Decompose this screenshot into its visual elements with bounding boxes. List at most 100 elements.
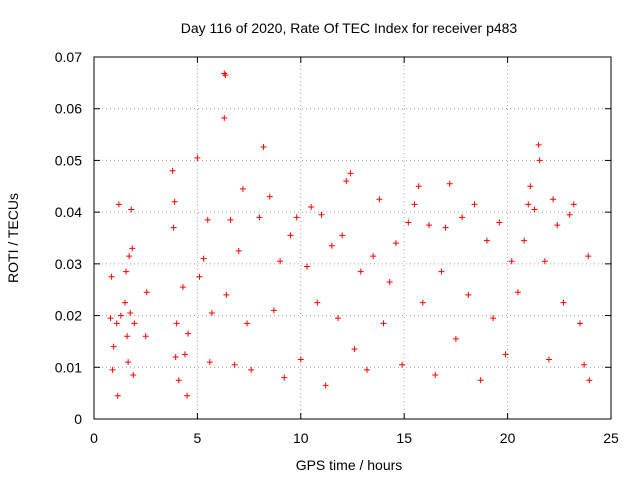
data-point bbox=[281, 374, 288, 381]
y-tick-label: 0.04 bbox=[55, 204, 82, 220]
data-point bbox=[560, 299, 567, 306]
data-point bbox=[585, 253, 592, 260]
data-point bbox=[122, 299, 129, 306]
data-point bbox=[411, 201, 418, 208]
data-point bbox=[235, 247, 242, 254]
data-point bbox=[244, 320, 251, 327]
data-point bbox=[260, 143, 267, 150]
data-point bbox=[514, 289, 521, 296]
data-point bbox=[173, 320, 180, 327]
data-point bbox=[521, 237, 528, 244]
data-point bbox=[175, 377, 182, 384]
data-point bbox=[297, 356, 304, 363]
data-point bbox=[392, 240, 399, 247]
x-axis-label: GPS time / hours bbox=[296, 457, 403, 473]
y-tick-label: 0.02 bbox=[55, 308, 82, 324]
data-point bbox=[508, 258, 515, 265]
data-point bbox=[256, 214, 263, 221]
data-point bbox=[322, 382, 329, 389]
x-tick-labels: 0 5 10 15 20 25 bbox=[90, 430, 619, 446]
data-point bbox=[477, 377, 484, 384]
data-point bbox=[266, 193, 273, 200]
data-point bbox=[143, 289, 150, 296]
data-point bbox=[124, 333, 131, 340]
data-point bbox=[415, 183, 422, 190]
y-tick-label: 0.01 bbox=[55, 359, 82, 375]
data-point bbox=[483, 237, 490, 244]
data-point bbox=[452, 335, 459, 342]
data-point bbox=[142, 333, 149, 340]
y-tick-label: 0.05 bbox=[55, 152, 82, 168]
plot-frame bbox=[93, 56, 612, 420]
data-point bbox=[554, 222, 561, 229]
data-point bbox=[117, 312, 124, 319]
data-point bbox=[581, 361, 588, 368]
data-point bbox=[490, 315, 497, 322]
data-point bbox=[171, 198, 178, 205]
data-point bbox=[576, 320, 583, 327]
data-point bbox=[550, 196, 557, 203]
data-point bbox=[459, 214, 466, 221]
data-point bbox=[363, 366, 370, 373]
data-point bbox=[347, 170, 354, 177]
data-point bbox=[277, 258, 284, 265]
data-point bbox=[351, 346, 358, 353]
data-point bbox=[221, 115, 228, 122]
data-point bbox=[465, 291, 472, 298]
data-point bbox=[357, 268, 364, 275]
y-tick-label: 0.07 bbox=[55, 49, 82, 65]
data-point bbox=[525, 201, 532, 208]
data-points bbox=[107, 70, 593, 399]
data-point bbox=[114, 392, 121, 399]
data-point bbox=[314, 299, 321, 306]
data-point bbox=[380, 320, 387, 327]
axis-ticks bbox=[93, 56, 612, 420]
data-point bbox=[343, 178, 350, 185]
data-point bbox=[194, 154, 201, 161]
data-point bbox=[376, 196, 383, 203]
data-point bbox=[248, 366, 255, 373]
data-point bbox=[527, 183, 534, 190]
data-point bbox=[172, 353, 179, 360]
y-tick-label: 0 bbox=[74, 411, 82, 427]
data-point bbox=[129, 245, 136, 252]
data-point bbox=[128, 206, 135, 213]
data-point bbox=[169, 167, 176, 174]
data-point bbox=[179, 284, 186, 291]
data-point bbox=[541, 258, 548, 265]
data-point bbox=[586, 377, 593, 384]
data-point bbox=[399, 361, 406, 368]
data-point bbox=[446, 180, 453, 187]
data-point bbox=[328, 242, 335, 249]
data-point bbox=[570, 201, 577, 208]
data-point bbox=[502, 351, 509, 358]
data-point bbox=[239, 185, 246, 192]
data-point bbox=[108, 273, 115, 280]
data-point bbox=[196, 273, 203, 280]
data-point bbox=[206, 359, 213, 366]
x-tick-label: 15 bbox=[396, 430, 412, 446]
data-point bbox=[170, 224, 177, 231]
y-axis-label: ROTI / TECUs bbox=[5, 193, 21, 283]
data-point bbox=[221, 70, 228, 77]
x-tick-label: 5 bbox=[194, 430, 202, 446]
data-point bbox=[109, 366, 116, 373]
data-point bbox=[185, 330, 192, 337]
data-point bbox=[184, 392, 191, 399]
x-tick-label: 10 bbox=[293, 430, 309, 446]
data-point bbox=[566, 211, 573, 218]
data-point bbox=[318, 211, 325, 218]
data-point bbox=[204, 216, 211, 223]
data-point bbox=[432, 372, 439, 379]
data-point bbox=[535, 141, 542, 148]
data-point bbox=[370, 253, 377, 260]
y-tick-labels: 0 0.01 0.02 0.03 0.04 0.05 0.06 0.07 bbox=[55, 49, 82, 427]
data-point bbox=[471, 201, 478, 208]
data-point bbox=[308, 203, 315, 210]
data-point bbox=[200, 255, 207, 262]
data-point bbox=[405, 219, 412, 226]
data-point bbox=[270, 307, 277, 314]
data-point bbox=[123, 268, 130, 275]
data-point bbox=[438, 268, 445, 275]
